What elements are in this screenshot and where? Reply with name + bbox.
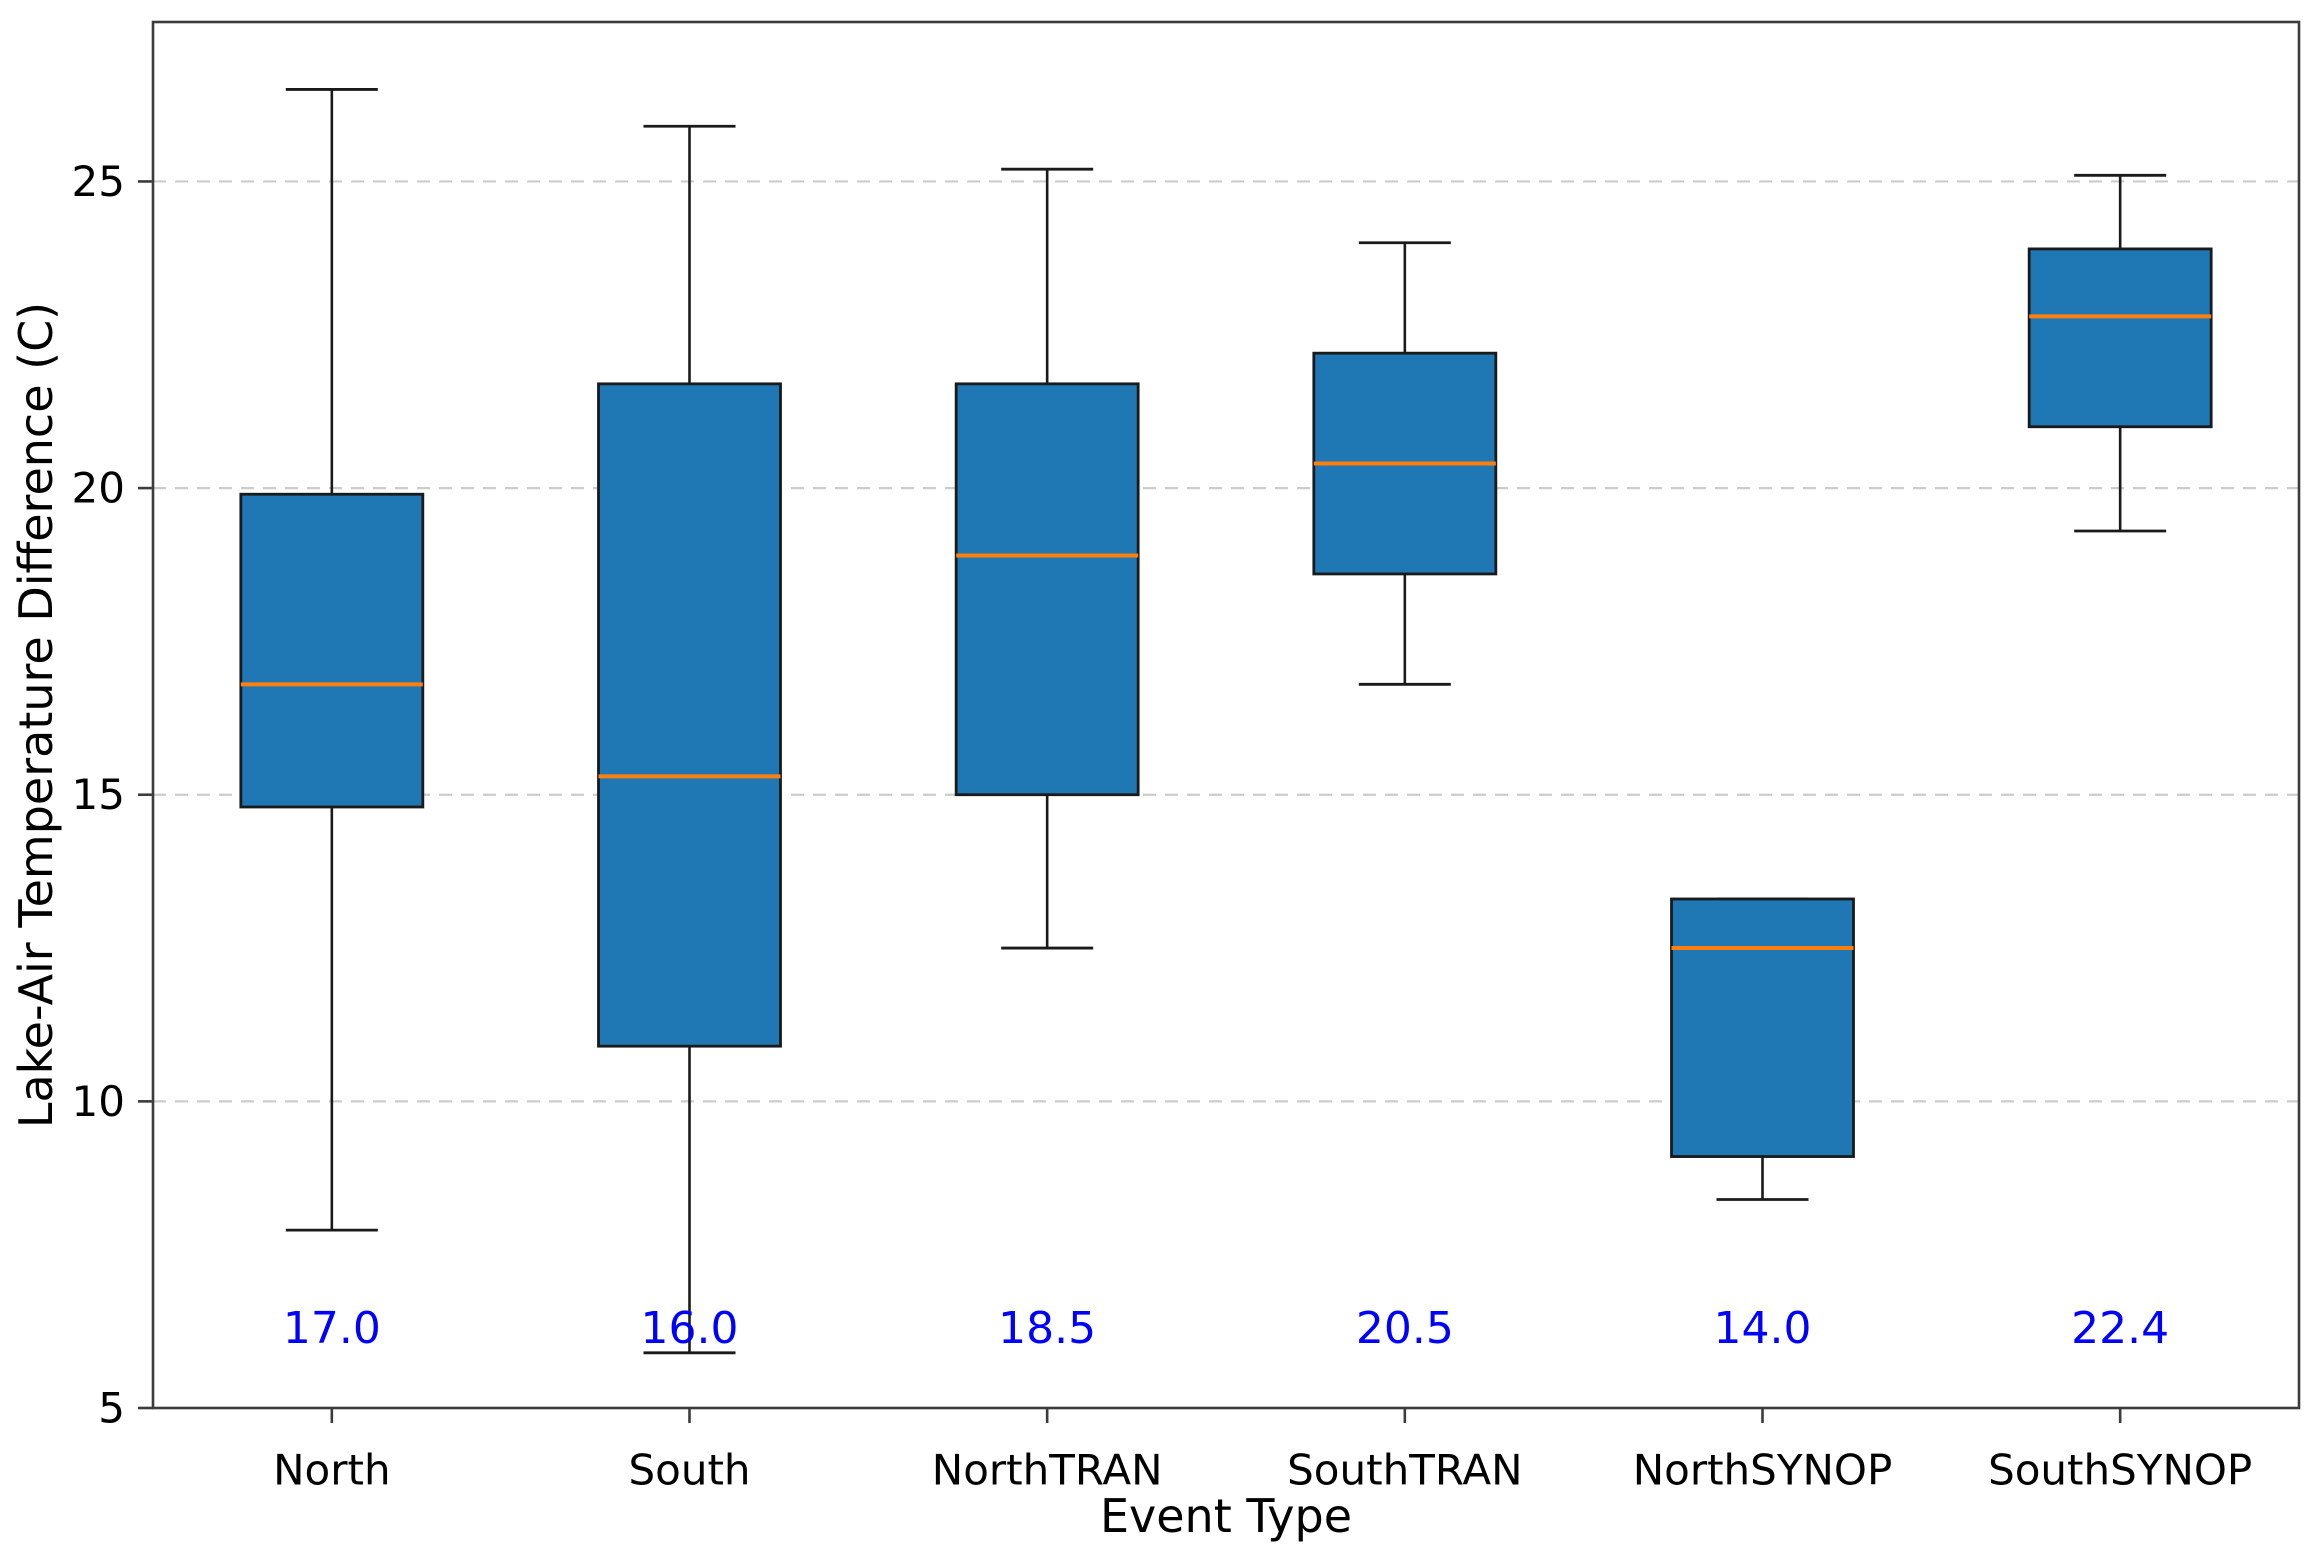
x-axis-title: Event Type	[1099, 1489, 1353, 1543]
y-tick-label: 5	[98, 1384, 125, 1433]
annotation-northsynop: 14.0	[1714, 1303, 1812, 1354]
annotation-south: 16.0	[641, 1303, 739, 1354]
x-tick-label-southsynop: SouthSYNOP	[1988, 1446, 2252, 1495]
x-tick-label-south: South	[628, 1446, 750, 1495]
y-tick-label: 10	[72, 1077, 125, 1126]
x-tick-label-northtran: NorthTRAN	[932, 1446, 1163, 1495]
iqr-box-north	[239, 492, 425, 809]
annotation-southtran: 20.5	[1356, 1303, 1454, 1354]
annotation-northtran: 18.5	[998, 1303, 1096, 1354]
iqr-box-southsynop	[2027, 247, 2213, 429]
iqr-box-northsynop	[1670, 897, 1855, 1158]
annotation-north: 17.0	[283, 1303, 381, 1354]
x-tick-label-northsynop: NorthSYNOP	[1633, 1446, 1893, 1495]
x-tick-label-north: North	[273, 1446, 390, 1495]
plot-border	[151, 20, 2301, 1410]
y-tick-label: 20	[72, 464, 125, 513]
annotation-southsynop: 22.4	[2071, 1303, 2169, 1354]
y-tick-label: 25	[72, 157, 125, 206]
y-tick-label: 15	[72, 770, 125, 819]
iqr-box-south	[597, 382, 782, 1048]
y-axis-title: Lake-Air Temperature Difference (C)	[9, 301, 63, 1129]
iqr-box-northtran	[954, 382, 1140, 797]
x-tick-label-southtran: SouthTRAN	[1287, 1446, 1522, 1495]
